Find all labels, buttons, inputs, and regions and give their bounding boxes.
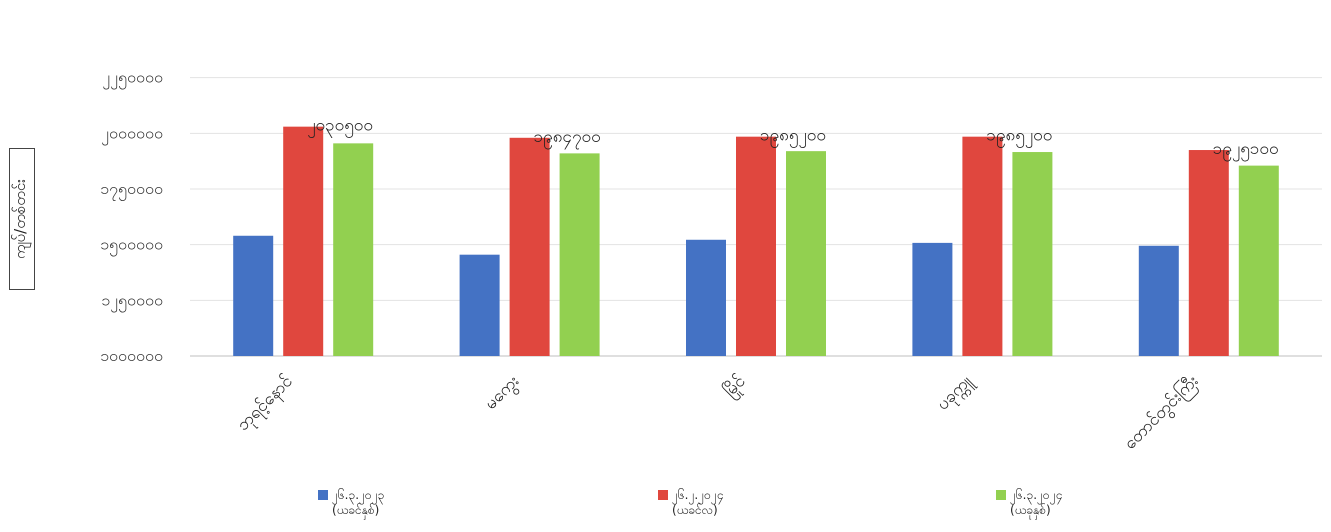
legend-sublabel: (ယခုနှစ်) (1010, 503, 1051, 517)
x-tick-label: မကွေး (481, 371, 525, 415)
bar (686, 239, 726, 356)
bars (233, 126, 1279, 356)
y-axis-ticks: ၁၀၀၀၀၀၀ ၁၂၅၀၀၀၀ ၁၅၀၀၀၀၀ ၁၇၅၀၀၀၀ ၂၀၀၀၀၀၀ ၂၂၅၀၀… (100, 68, 163, 365)
data-label: ၁၉၈၄၇၀၀ (534, 127, 601, 150)
y-tick-label: ၁၀၀၀၀၀၀ (100, 346, 163, 365)
bar (509, 137, 550, 356)
data-label: ၁၉၂၅၁၀၀ (1213, 139, 1279, 162)
bar (912, 242, 953, 356)
legend-sublabel: (ယခင်နှစ်) (332, 503, 380, 517)
y-axis-label: ကျပ်/တစ်တင်း (11, 179, 29, 259)
bar (736, 136, 776, 356)
y-tick-label: ၁၅၀၀၀၀၀ (100, 235, 163, 257)
bar (1138, 245, 1179, 356)
legend-item-series-1: ၂၆.၃.၂၀၂၃ (ယခင်နှစ်) (318, 488, 384, 518)
bar (459, 254, 500, 356)
y-tick-label: ၂၀၀၀၀၀၀ (101, 123, 163, 145)
legend-swatch (658, 490, 668, 500)
legend-label: ၂၆.၃.၂၀၂၄ (1010, 488, 1063, 502)
bar (333, 143, 374, 356)
bar (962, 136, 1003, 356)
y-tick-label: ၁၇၅၀၀၀၀ (100, 179, 163, 201)
data-label: ၁၉၈၅၂၀၀ (760, 126, 826, 149)
bar (1238, 165, 1279, 356)
legend-label: ၂၆.၂.၂၀၂၄ (672, 488, 724, 502)
y-tick-label: ၂၂၅၀၀၀၀ (102, 68, 163, 90)
legend-sublabel: (ယခင်လ) (672, 503, 718, 517)
legend-item-series-3: ၂၆.၃.၂၀၂၄ (ယခုနှစ်) (996, 488, 1062, 518)
bar (1188, 150, 1229, 356)
bar (559, 153, 600, 356)
x-tick-label: ဘုရင့်နောင် (233, 371, 299, 437)
data-label: ၂၀၃၀၅၀၀ (307, 116, 373, 139)
x-tick-label: ပခုက္ကူ (933, 371, 979, 417)
legend-label: ၂၆.၃.၂၀၂၃ (332, 488, 385, 502)
bar (233, 235, 274, 356)
y-tick-label: ၁၂၅၀၀၀၀ (101, 290, 163, 312)
x-axis-ticks: ဘုရင့်နောင် မကွေး မြိုင် ပခုက္ကူ တောင်တွင်းက… (233, 370, 1204, 456)
bar (1012, 152, 1053, 356)
x-tick-label: မြိုင် (718, 370, 751, 403)
x-tick-label: တောင်တွင်းကြီး (1119, 370, 1205, 456)
bar (283, 126, 324, 356)
legend-swatch (318, 490, 328, 500)
bar (786, 151, 826, 356)
data-label: ၁၉၈၅၂၀၀ (986, 126, 1052, 149)
y-axis-label-box: ကျပ်/တစ်တင်း (9, 148, 35, 290)
legend-swatch (996, 490, 1006, 500)
legend-item-series-2: ၂၆.၂.၂၀၂၄ (ယခင်လ) (658, 488, 723, 518)
